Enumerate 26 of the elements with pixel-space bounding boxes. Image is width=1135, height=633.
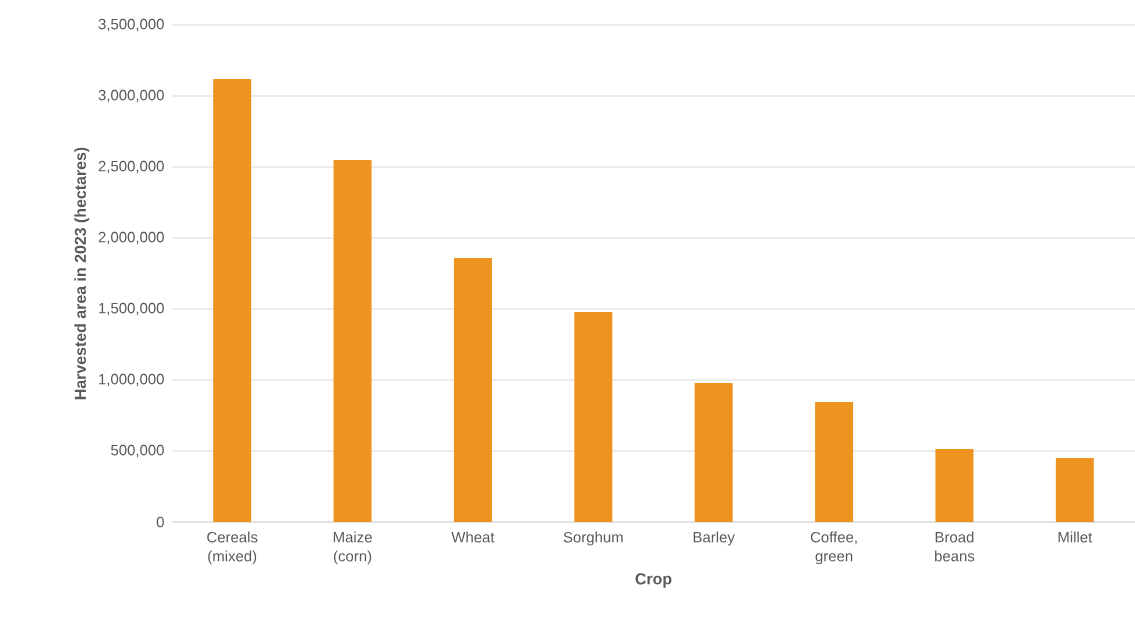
bar xyxy=(815,402,854,522)
x-tick-label: Millet xyxy=(1058,531,1093,543)
y-axis-title: Harvested area in 2023 (hectares) xyxy=(74,147,90,400)
bar xyxy=(935,449,974,522)
x-axis-title: Crop xyxy=(635,573,672,588)
x-tick-label: Sorghum xyxy=(563,531,623,546)
x-tick-label: Barley xyxy=(693,531,735,546)
y-tick-label: 2,500,000 xyxy=(98,160,164,174)
x-tick-label: Wheat xyxy=(451,531,495,543)
y-tick-label: 500,000 xyxy=(111,444,164,458)
x-tick-label: Maize (corn) xyxy=(333,531,372,565)
y-tick-label: 0 xyxy=(156,516,164,528)
bar xyxy=(694,382,733,522)
bar xyxy=(453,258,492,522)
bar xyxy=(574,311,613,522)
y-tick-label: 2,000,000 xyxy=(98,231,164,245)
x-tick-label: Coffee, green xyxy=(810,531,857,565)
y-tick-label: 3,500,000 xyxy=(98,18,164,32)
bar xyxy=(333,160,372,522)
y-tick-label: 1,500,000 xyxy=(99,302,164,316)
x-tick-label: Broad beans xyxy=(935,531,975,562)
y-tick-label: 1,000,000 xyxy=(99,373,164,387)
x-tick-label: Cereals (mixed) xyxy=(207,531,258,565)
bar xyxy=(213,78,252,522)
y-tick-label: 3,000,000 xyxy=(98,89,164,103)
bar xyxy=(1055,457,1094,522)
